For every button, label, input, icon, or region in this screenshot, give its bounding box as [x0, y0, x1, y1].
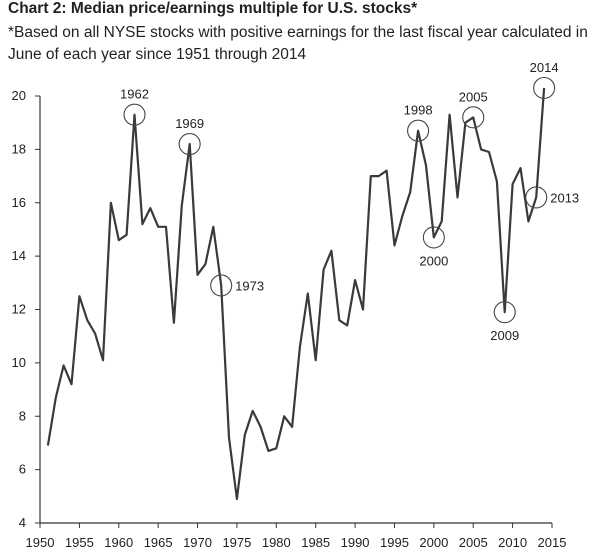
annotation-label: 1998: [404, 103, 433, 118]
ticks: 4 6 8 10 12 14 16 18 20 1950 1955 1960 1965 1970 1975 1…: [12, 88, 567, 550]
y-tick-label: 14: [12, 248, 26, 263]
annotations: 1962 1969 1973 1998 2000 2005 2009 2013 2014: [120, 60, 579, 343]
y-tick-label: 6: [19, 462, 26, 477]
annotation-circle: [407, 119, 430, 142]
chart-subtitle: *Based on all NYSE stocks with positive …: [8, 24, 588, 63]
x-tick-label: 2015: [538, 535, 567, 550]
pe-series-line: [46, 87, 546, 501]
annotation-label: 1969: [175, 116, 204, 131]
x-tick-label: 2000: [419, 535, 448, 550]
x-tick-label: 1955: [65, 535, 94, 550]
y-tick-label: 16: [12, 195, 26, 210]
annotation-label: 2009: [490, 328, 519, 343]
annotation-label: 2013: [550, 190, 579, 205]
y-tick-label: 4: [19, 515, 26, 530]
annotation-label: 2014: [530, 60, 559, 75]
annotation-label: 2005: [459, 89, 488, 104]
axes: [39, 96, 552, 524]
y-tick-label: 8: [19, 408, 26, 423]
x-tick-label: 1980: [262, 535, 291, 550]
annotation-label: 2000: [419, 253, 448, 268]
y-tick-label: 20: [12, 88, 26, 103]
x-tick-label: 1970: [183, 535, 212, 550]
chart-title: Chart 2: Median price/earnings multiple …: [8, 0, 418, 17]
annotation-label: 1973: [235, 278, 264, 293]
y-tick-label: 10: [12, 355, 26, 370]
x-tick-label: 1965: [144, 535, 173, 550]
annotation-circle: [493, 301, 516, 324]
series: [46, 87, 546, 501]
x-tick-label: 1975: [222, 535, 251, 550]
x-tick-label: 2010: [498, 535, 527, 550]
annotation-circle: [178, 132, 201, 156]
annotation-circle: [462, 106, 485, 129]
x-tick-label: 1960: [104, 535, 133, 550]
annotation-circle: [533, 76, 556, 100]
x-tick-label: 1995: [380, 535, 409, 550]
x-tick-label: 1990: [341, 535, 370, 550]
x-tick-label: 1985: [301, 535, 330, 550]
x-tick-label: 2005: [459, 535, 488, 550]
annotation-circle: [422, 226, 445, 249]
x-tick-label: 1950: [26, 535, 55, 550]
y-tick-label: 12: [12, 302, 26, 317]
annotation-label: 1962: [120, 87, 149, 102]
annotation-circle: [123, 103, 146, 126]
annotation-circle: [210, 274, 233, 297]
annotation-circle: [525, 186, 548, 209]
y-tick-label: 18: [12, 141, 26, 156]
